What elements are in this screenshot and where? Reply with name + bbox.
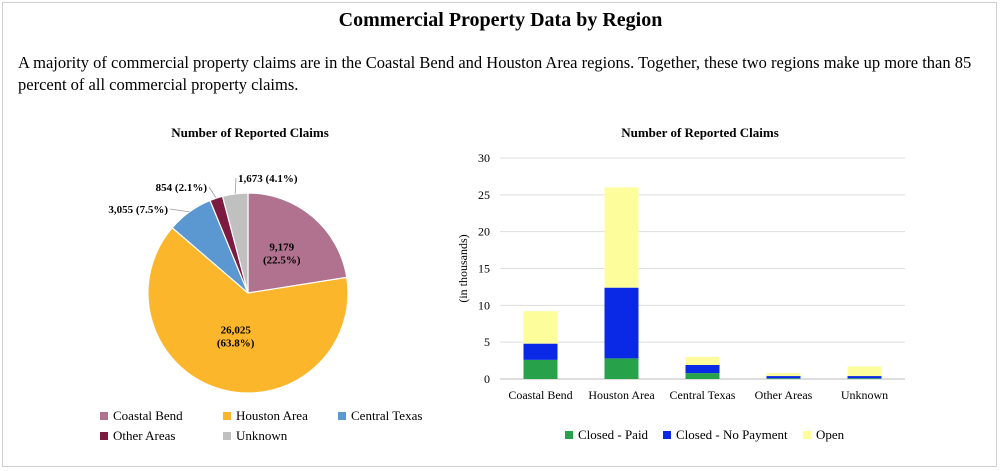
- bar-legend-item: Closed - No Payment: [663, 427, 788, 443]
- legend-swatch: [100, 412, 108, 421]
- pie-chart-title: Number of Reported Claims: [171, 125, 329, 140]
- legend-swatch: [223, 412, 231, 421]
- page-title: Commercial Property Data by Region: [338, 9, 663, 31]
- legend-label: Open: [816, 427, 845, 442]
- legend-label: Closed - Paid: [578, 427, 649, 442]
- pie-legend-item: Central Texas: [338, 408, 422, 424]
- legend-label: Coastal Bend: [113, 408, 183, 423]
- legend-label: Other Areas: [113, 428, 176, 443]
- bar-legend-item: Open: [803, 427, 844, 443]
- bar-legend-item: Closed - Paid: [565, 427, 648, 443]
- pie-legend-item: Coastal Bend: [100, 408, 183, 424]
- legend-label: Unknown: [236, 428, 288, 443]
- legend-swatch: [338, 412, 346, 421]
- pie-legend-item: Other Areas: [100, 428, 175, 444]
- legend-swatch: [803, 431, 811, 440]
- legend-swatch: [100, 432, 108, 441]
- summary-paragraph: A majority of commercial property claims…: [18, 53, 972, 94]
- legend-label: Central Texas: [351, 408, 423, 423]
- legend-swatch: [663, 431, 671, 440]
- legend-label: Houston Area: [236, 408, 308, 423]
- legend-swatch: [565, 431, 573, 440]
- legend-label: Closed - No Payment: [676, 427, 788, 442]
- pie-legend-item: Unknown: [223, 428, 287, 444]
- bar-chart-title: Number of Reported Claims: [621, 125, 779, 140]
- pie-legend-item: Houston Area: [223, 408, 308, 424]
- legend-swatch: [223, 432, 231, 441]
